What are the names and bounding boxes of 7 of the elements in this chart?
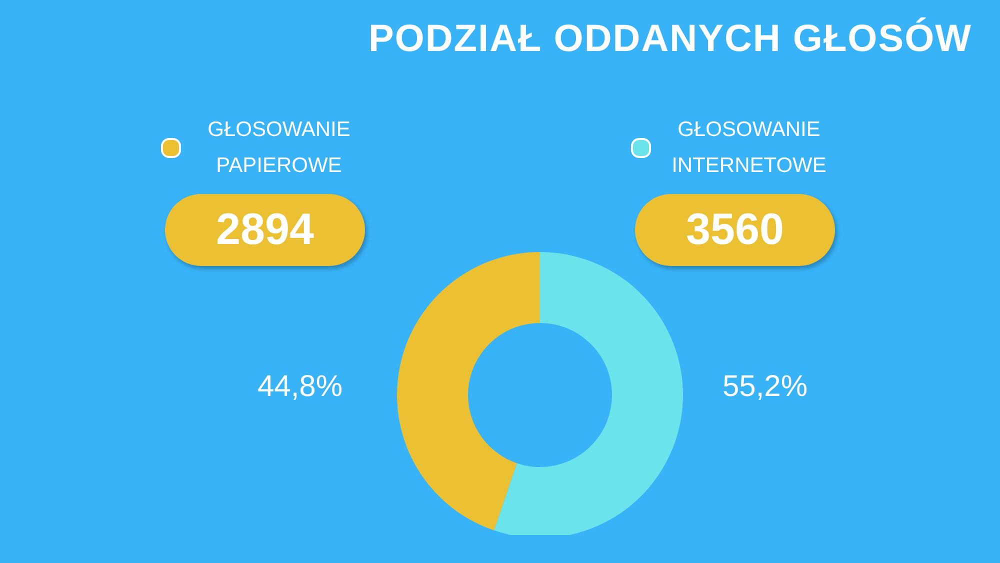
text: 2894	[165, 194, 365, 266]
chart-title: PODZIAŁ ODDANYCH GŁOSÓW	[368, 18, 972, 61]
data-label: 44,8%	[256, 370, 344, 404]
text: 3560	[635, 194, 835, 266]
legend-label: GŁOSOWANIE INTERNETOWE	[670, 117, 828, 179]
data-label: 55,2%	[721, 370, 809, 404]
legend-label: GŁOSOWANIE PAPIEROWE	[206, 117, 352, 179]
